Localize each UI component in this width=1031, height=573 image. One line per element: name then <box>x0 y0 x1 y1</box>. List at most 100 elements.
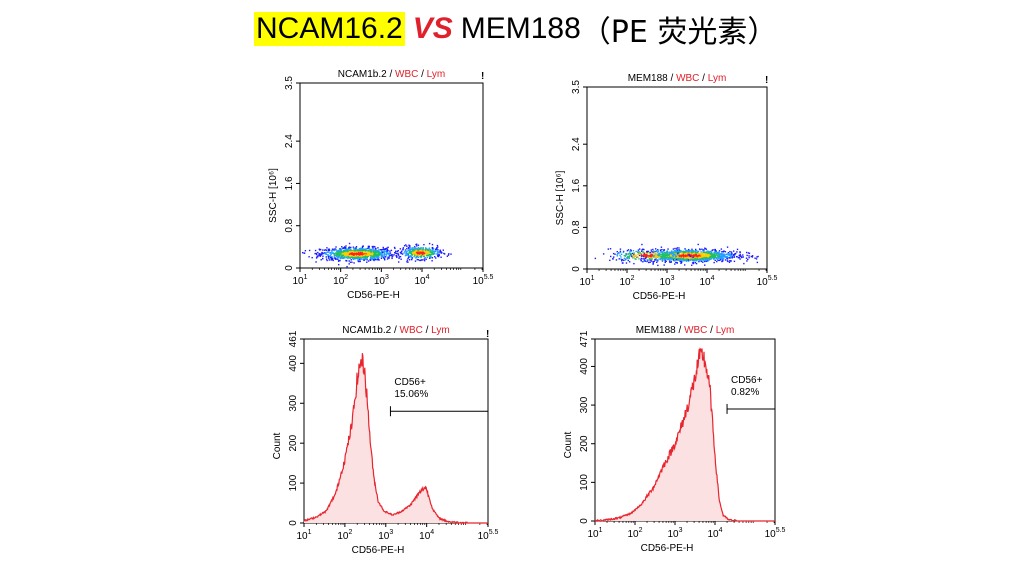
density-dot <box>685 249 687 251</box>
density-dot <box>354 256 357 258</box>
density-dot <box>698 254 700 257</box>
density-dot <box>337 260 340 262</box>
density-dot <box>655 259 657 261</box>
density-dot <box>315 253 318 256</box>
density-dot <box>664 261 666 264</box>
density-dot <box>707 260 709 262</box>
density-dot <box>715 252 718 254</box>
density-dot <box>725 253 728 256</box>
density-dot <box>633 256 636 258</box>
density-dot <box>355 254 358 256</box>
density-dot <box>413 246 416 248</box>
density-dot <box>664 258 666 260</box>
density-dot <box>380 255 383 258</box>
density-dot <box>375 247 377 250</box>
density-dot <box>681 255 683 257</box>
density-dot <box>425 247 427 249</box>
density-dot <box>656 259 658 261</box>
density-dot <box>393 254 395 256</box>
density-dot <box>387 252 389 254</box>
density-dot <box>351 251 353 253</box>
tick-base: 10 <box>333 276 345 287</box>
density-dot <box>693 258 695 261</box>
density-dot <box>715 250 718 253</box>
tick-exp: 3 <box>389 529 393 536</box>
density-dot <box>365 251 367 253</box>
density-dot <box>748 255 750 257</box>
density-dot <box>718 259 721 262</box>
density-dot <box>384 253 386 255</box>
density-dot <box>418 250 420 252</box>
density-dot <box>432 253 434 255</box>
density-dot <box>374 252 377 255</box>
density-dot <box>645 253 647 256</box>
density-dot <box>660 253 662 255</box>
density-dot <box>640 257 642 260</box>
density-dot <box>353 253 355 255</box>
density-dot <box>411 257 414 259</box>
density-dot <box>406 254 409 256</box>
density-dot <box>372 249 375 251</box>
density-dot <box>417 250 419 252</box>
density-dot <box>434 255 436 258</box>
density-dot <box>637 256 639 258</box>
density-dot <box>720 255 722 258</box>
density-dot <box>632 257 634 259</box>
density-dot <box>708 256 710 258</box>
density-dot <box>653 253 656 256</box>
density-dot <box>351 252 353 254</box>
density-dot <box>383 254 385 256</box>
density-dot <box>332 257 334 260</box>
density-dot <box>728 261 731 264</box>
density-dot <box>674 259 676 261</box>
density-dot <box>642 251 645 253</box>
density-dot <box>614 253 616 255</box>
density-dot <box>320 253 322 255</box>
density-dot <box>702 257 705 260</box>
density-dot <box>372 258 374 261</box>
density-dot <box>341 251 344 253</box>
density-dot <box>689 255 691 257</box>
density-dot <box>683 257 686 259</box>
density-dot <box>422 249 424 251</box>
density-dot <box>363 250 365 252</box>
density-dot <box>627 249 630 251</box>
density-dot <box>670 259 672 261</box>
density-dot <box>662 254 664 256</box>
density-dot <box>331 249 333 252</box>
density-dot <box>344 253 347 256</box>
y-tick-label: 300 <box>579 396 590 413</box>
density-dot <box>418 253 420 255</box>
x-tick-label: 102 <box>619 275 634 288</box>
density-dot <box>320 254 322 256</box>
density-dot <box>408 244 410 246</box>
density-dot <box>660 256 662 258</box>
density-dot <box>713 261 715 264</box>
density-dot <box>361 255 364 257</box>
density-dot <box>691 258 694 260</box>
density-dot <box>406 245 408 247</box>
density-dot <box>718 255 720 257</box>
density-dot <box>393 252 396 254</box>
density-dot <box>374 257 376 259</box>
density-dot <box>700 254 702 256</box>
density-dot <box>331 258 333 260</box>
density-dot <box>340 249 342 252</box>
density-dot <box>625 257 628 259</box>
density-dot <box>349 252 352 255</box>
density-dot <box>366 255 369 258</box>
y-tick-label: 200 <box>288 434 299 451</box>
density-dot <box>325 249 328 251</box>
density-dot <box>712 254 714 257</box>
density-dot <box>649 259 651 261</box>
title-part: Lym <box>713 325 734 336</box>
density-dot <box>663 249 665 251</box>
density-dot <box>368 251 370 253</box>
density-dot <box>384 256 387 258</box>
density-dot <box>609 248 612 250</box>
density-dot <box>317 255 319 258</box>
density-dot <box>370 258 373 260</box>
density-dot <box>646 259 649 261</box>
density-dot <box>368 253 370 256</box>
density-dot <box>411 256 413 258</box>
